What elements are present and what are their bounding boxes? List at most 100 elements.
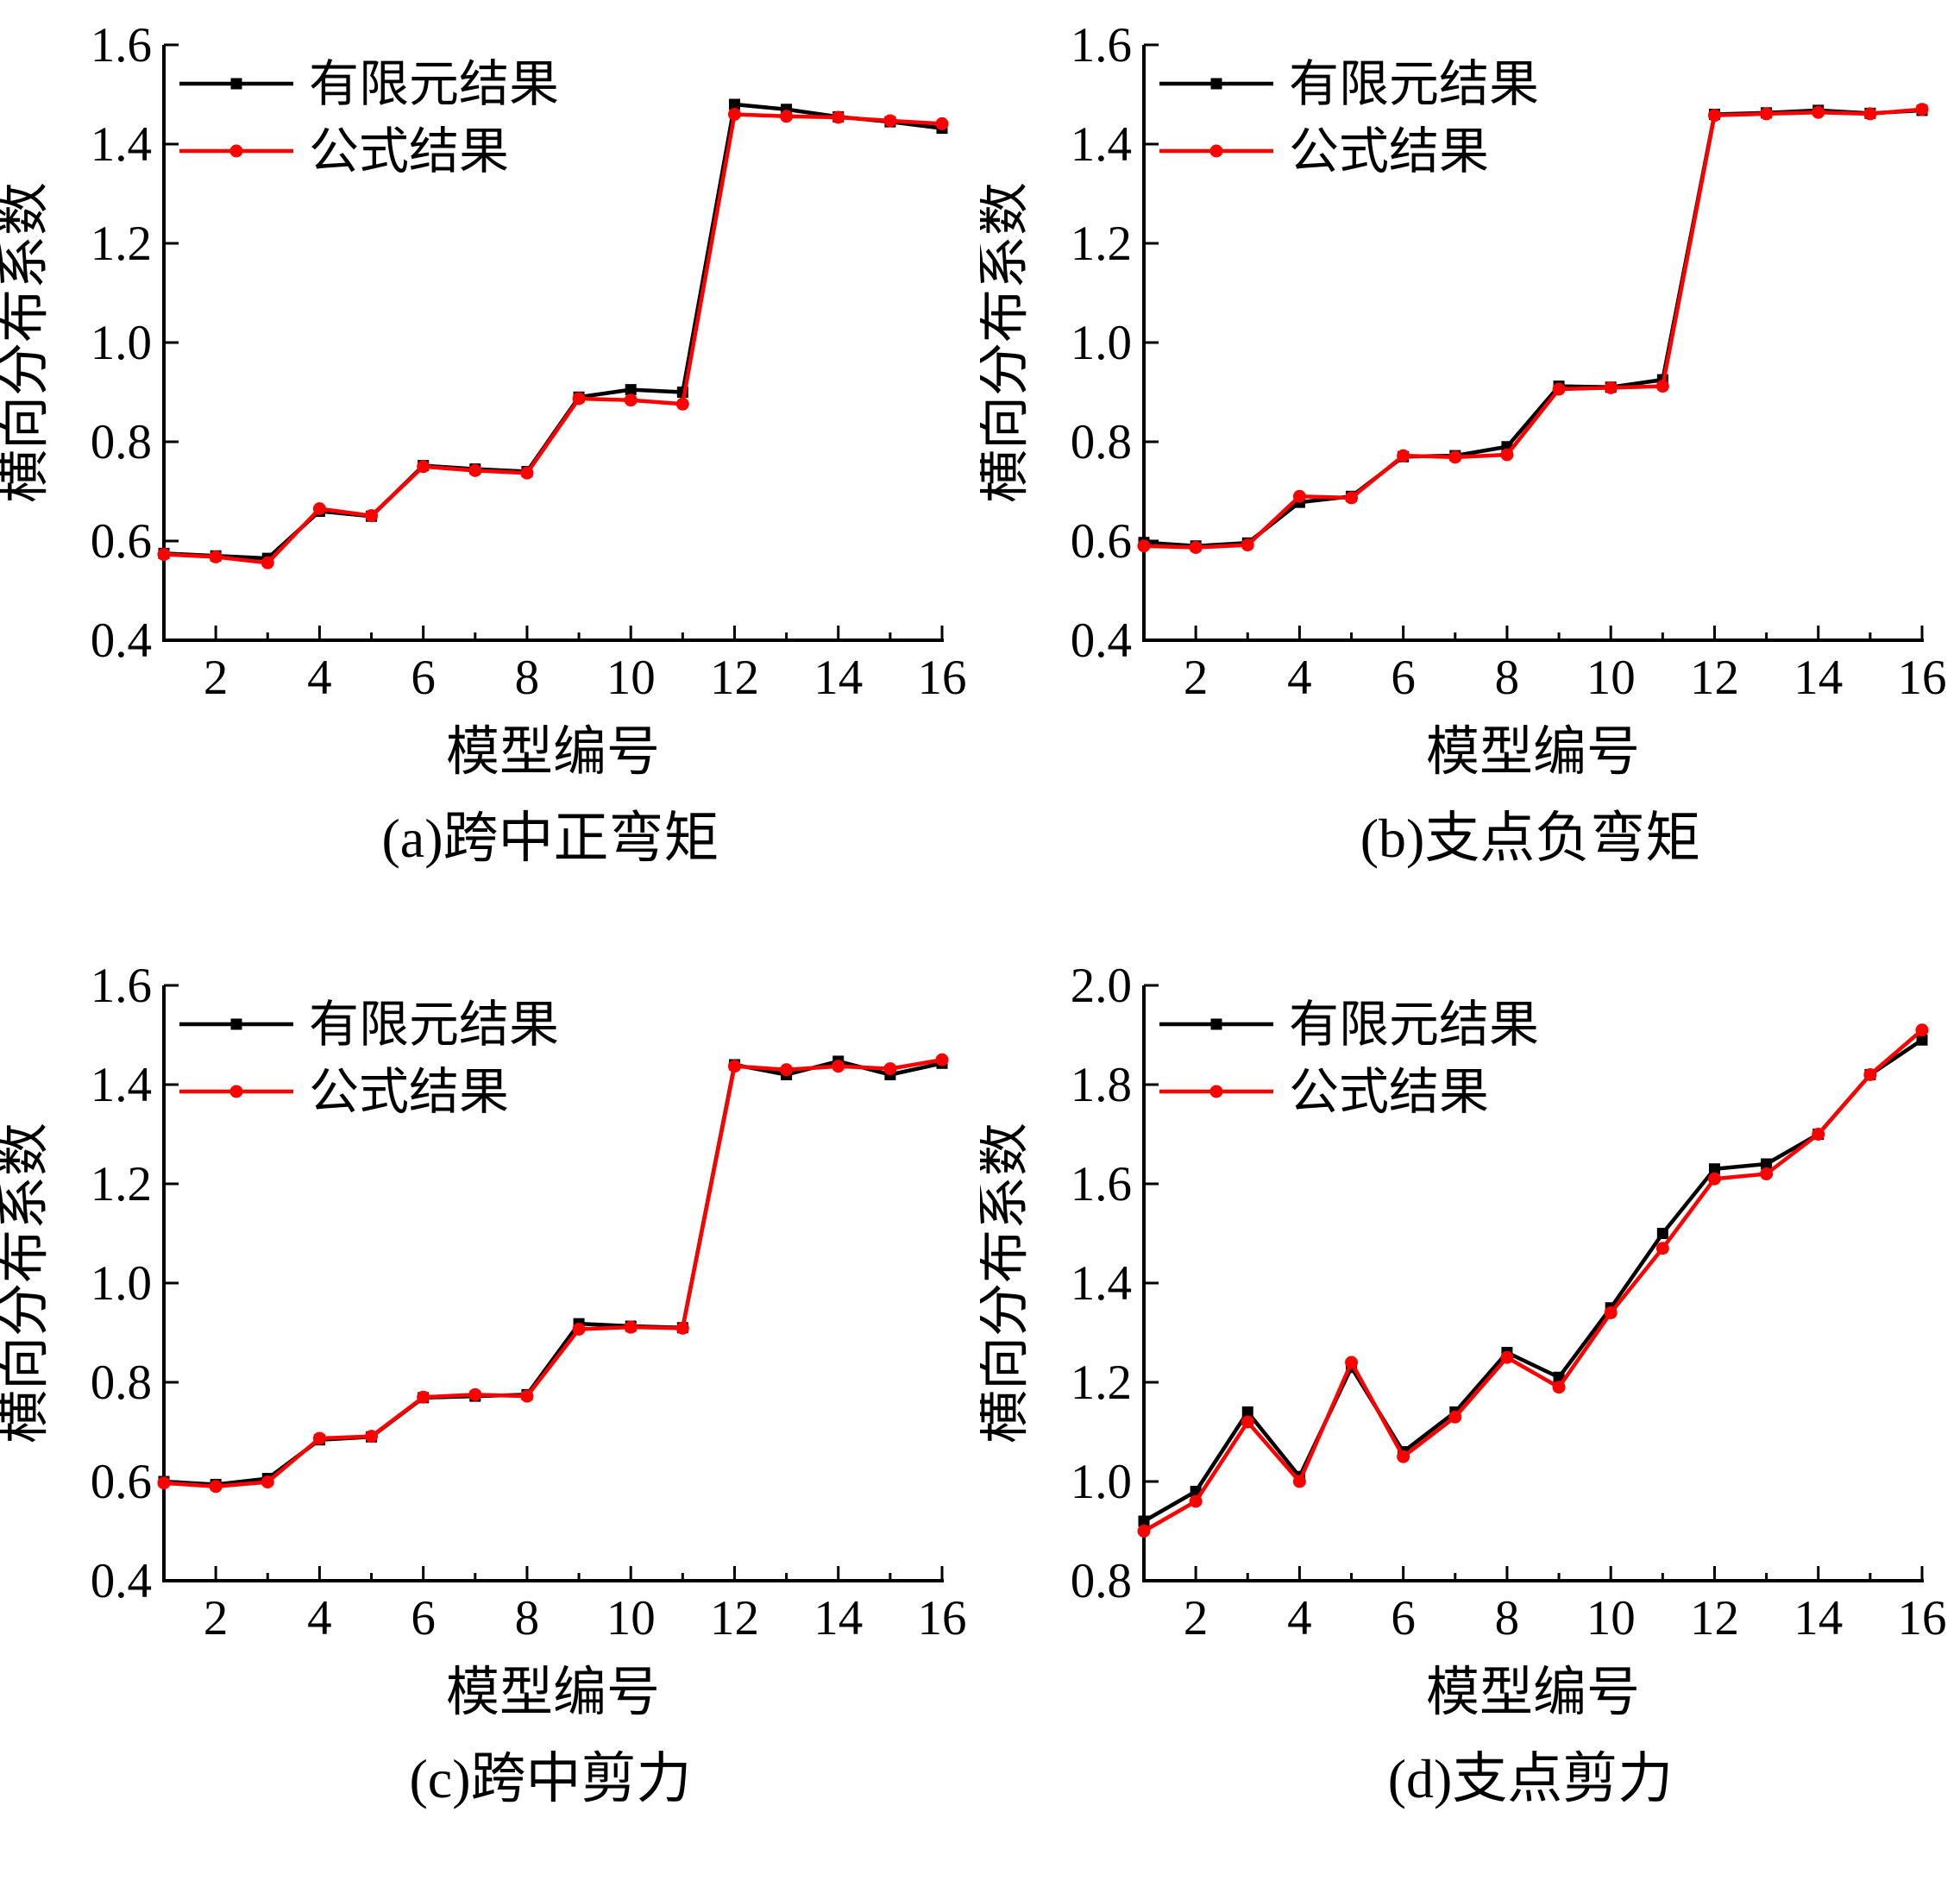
circle-marker [1760, 1167, 1774, 1180]
y-tick-label: 1.2 [91, 217, 152, 271]
circle-marker [417, 460, 430, 474]
legend-square-marker [1210, 1018, 1222, 1030]
legend-circle-marker [229, 1085, 243, 1098]
legend-circle-marker [229, 144, 243, 158]
x-tick-label: 14 [1794, 651, 1843, 705]
chart-d-caption: (d)支点剪力 [1387, 1748, 1674, 1809]
square-marker [1656, 1228, 1668, 1239]
chart-a-plot: 2 4 6 8 10 12 14 16 0.4 0.6 0.8 1.0 1.2 1.4 1.6 横向分布系数模… [0, 18, 967, 782]
y-tick-label: 0.6 [91, 514, 152, 569]
x-tick-label: 10 [606, 651, 656, 705]
axes: 2 4 6 8 10 12 14 16 0.8 1.0 1.2 1.4 1.6 1.8 2.0 [1071, 959, 1947, 1645]
y-tick-label: 0.4 [91, 613, 152, 668]
circle-marker [1915, 103, 1929, 116]
series-1 [157, 1053, 949, 1494]
circle-marker [312, 1431, 326, 1445]
axes: 2 4 6 8 10 12 14 16 0.4 0.6 0.8 1.0 1.2 1.4 1.6 [1071, 18, 1947, 705]
x-tick-label: 6 [1391, 1591, 1416, 1645]
y-tick-label: 1.2 [1071, 217, 1132, 271]
y-tick-label: 1.8 [1071, 1058, 1132, 1112]
circle-marker [1137, 1525, 1151, 1538]
legend-square-marker [230, 78, 242, 90]
legend-square-marker [1210, 78, 1222, 90]
chart-c-caption: (c)跨中剪力 [409, 1748, 692, 1809]
circle-marker [1915, 1023, 1929, 1037]
x-axis-label: 模型编号 [1426, 1664, 1640, 1722]
circle-marker [365, 1430, 379, 1444]
circle-marker [1397, 449, 1410, 462]
y-axis-label: 横向分布系数 [0, 1123, 53, 1444]
square-marker [1708, 1163, 1720, 1175]
circle-marker [675, 397, 689, 411]
circle-marker [157, 1476, 171, 1490]
y-tick-label: 0.4 [1071, 613, 1132, 668]
y-axis-label: 横向分布系数 [980, 1123, 1033, 1444]
x-tick-label: 4 [307, 651, 332, 705]
legend-label: 公式结果 [309, 123, 509, 179]
x-tick-label: 14 [1794, 1591, 1843, 1645]
x-tick-label: 10 [1586, 1591, 1636, 1645]
x-tick-label: 8 [515, 1591, 540, 1645]
x-axis-label: 模型编号 [1426, 723, 1640, 782]
circle-marker [1241, 538, 1254, 552]
circle-marker [1812, 1128, 1825, 1141]
y-tick-label: 1.4 [91, 1058, 152, 1112]
y-tick-label: 1.0 [91, 1256, 152, 1311]
x-tick-label: 10 [606, 1591, 656, 1645]
series-line [163, 102, 943, 561]
circle-marker [365, 509, 379, 523]
circle-marker [1137, 539, 1151, 553]
x-tick-label: 12 [710, 651, 759, 705]
legend-circle-marker [1209, 144, 1223, 158]
x-tick-label: 12 [1690, 651, 1739, 705]
x-tick-label: 4 [1287, 651, 1312, 705]
circle-marker [520, 466, 534, 480]
circle-marker [727, 1060, 741, 1073]
circle-marker [1241, 1415, 1254, 1429]
circle-marker [832, 1060, 845, 1073]
circle-marker [727, 108, 741, 121]
y-tick-label: 1.2 [91, 1157, 152, 1211]
square-marker [728, 98, 740, 110]
series-line [1142, 1038, 1924, 1523]
circle-marker [1604, 381, 1618, 394]
y-tick-label: 1.6 [1071, 18, 1132, 72]
circle-marker [1655, 380, 1669, 393]
circle-marker [417, 1390, 430, 1404]
x-axis-label: 模型编号 [446, 723, 660, 782]
circle-marker [1863, 1068, 1877, 1081]
x-tick-label: 2 [204, 1591, 229, 1645]
circle-marker [1397, 1450, 1410, 1463]
x-tick-label: 12 [1690, 1591, 1739, 1645]
circle-marker [1189, 1494, 1203, 1508]
y-tick-label: 0.8 [91, 415, 152, 469]
circle-marker [261, 556, 274, 569]
x-tick-label: 4 [307, 1591, 332, 1645]
circle-marker [520, 1389, 534, 1403]
square-marker [1916, 1034, 1928, 1046]
circle-marker [1655, 1242, 1669, 1255]
y-tick-label: 1.4 [1071, 1256, 1132, 1311]
circle-marker [1345, 491, 1359, 505]
series-line [163, 1058, 943, 1488]
circle-marker [1500, 448, 1514, 462]
y-tick-label: 1.0 [1071, 1455, 1132, 1509]
x-tick-label: 16 [1898, 651, 1947, 705]
circle-marker [675, 1321, 689, 1335]
circle-marker [935, 116, 949, 130]
square-marker [1761, 1158, 1773, 1170]
chart-b-plot: 2 4 6 8 10 12 14 16 0.4 0.6 0.8 1.0 1.2 1.4 1.6 横向分布系数模… [980, 18, 1947, 782]
y-tick-label: 0.4 [91, 1554, 152, 1608]
circle-marker [1552, 382, 1566, 396]
square-marker [1241, 1406, 1253, 1418]
circle-marker [1448, 1410, 1462, 1424]
y-tick-label: 1.4 [91, 117, 152, 172]
series-0 [1138, 104, 1928, 552]
x-tick-label: 16 [918, 651, 967, 705]
circle-marker [1604, 1306, 1618, 1319]
y-tick-label: 0.8 [1071, 1554, 1132, 1608]
square-marker [1138, 1515, 1150, 1527]
chart-d: 2 4 6 8 10 12 14 16 0.8 1.0 1.2 1.4 1.6 1.8 2.0 横向分布系数模… [980, 940, 1960, 1881]
circle-marker [883, 1062, 897, 1076]
